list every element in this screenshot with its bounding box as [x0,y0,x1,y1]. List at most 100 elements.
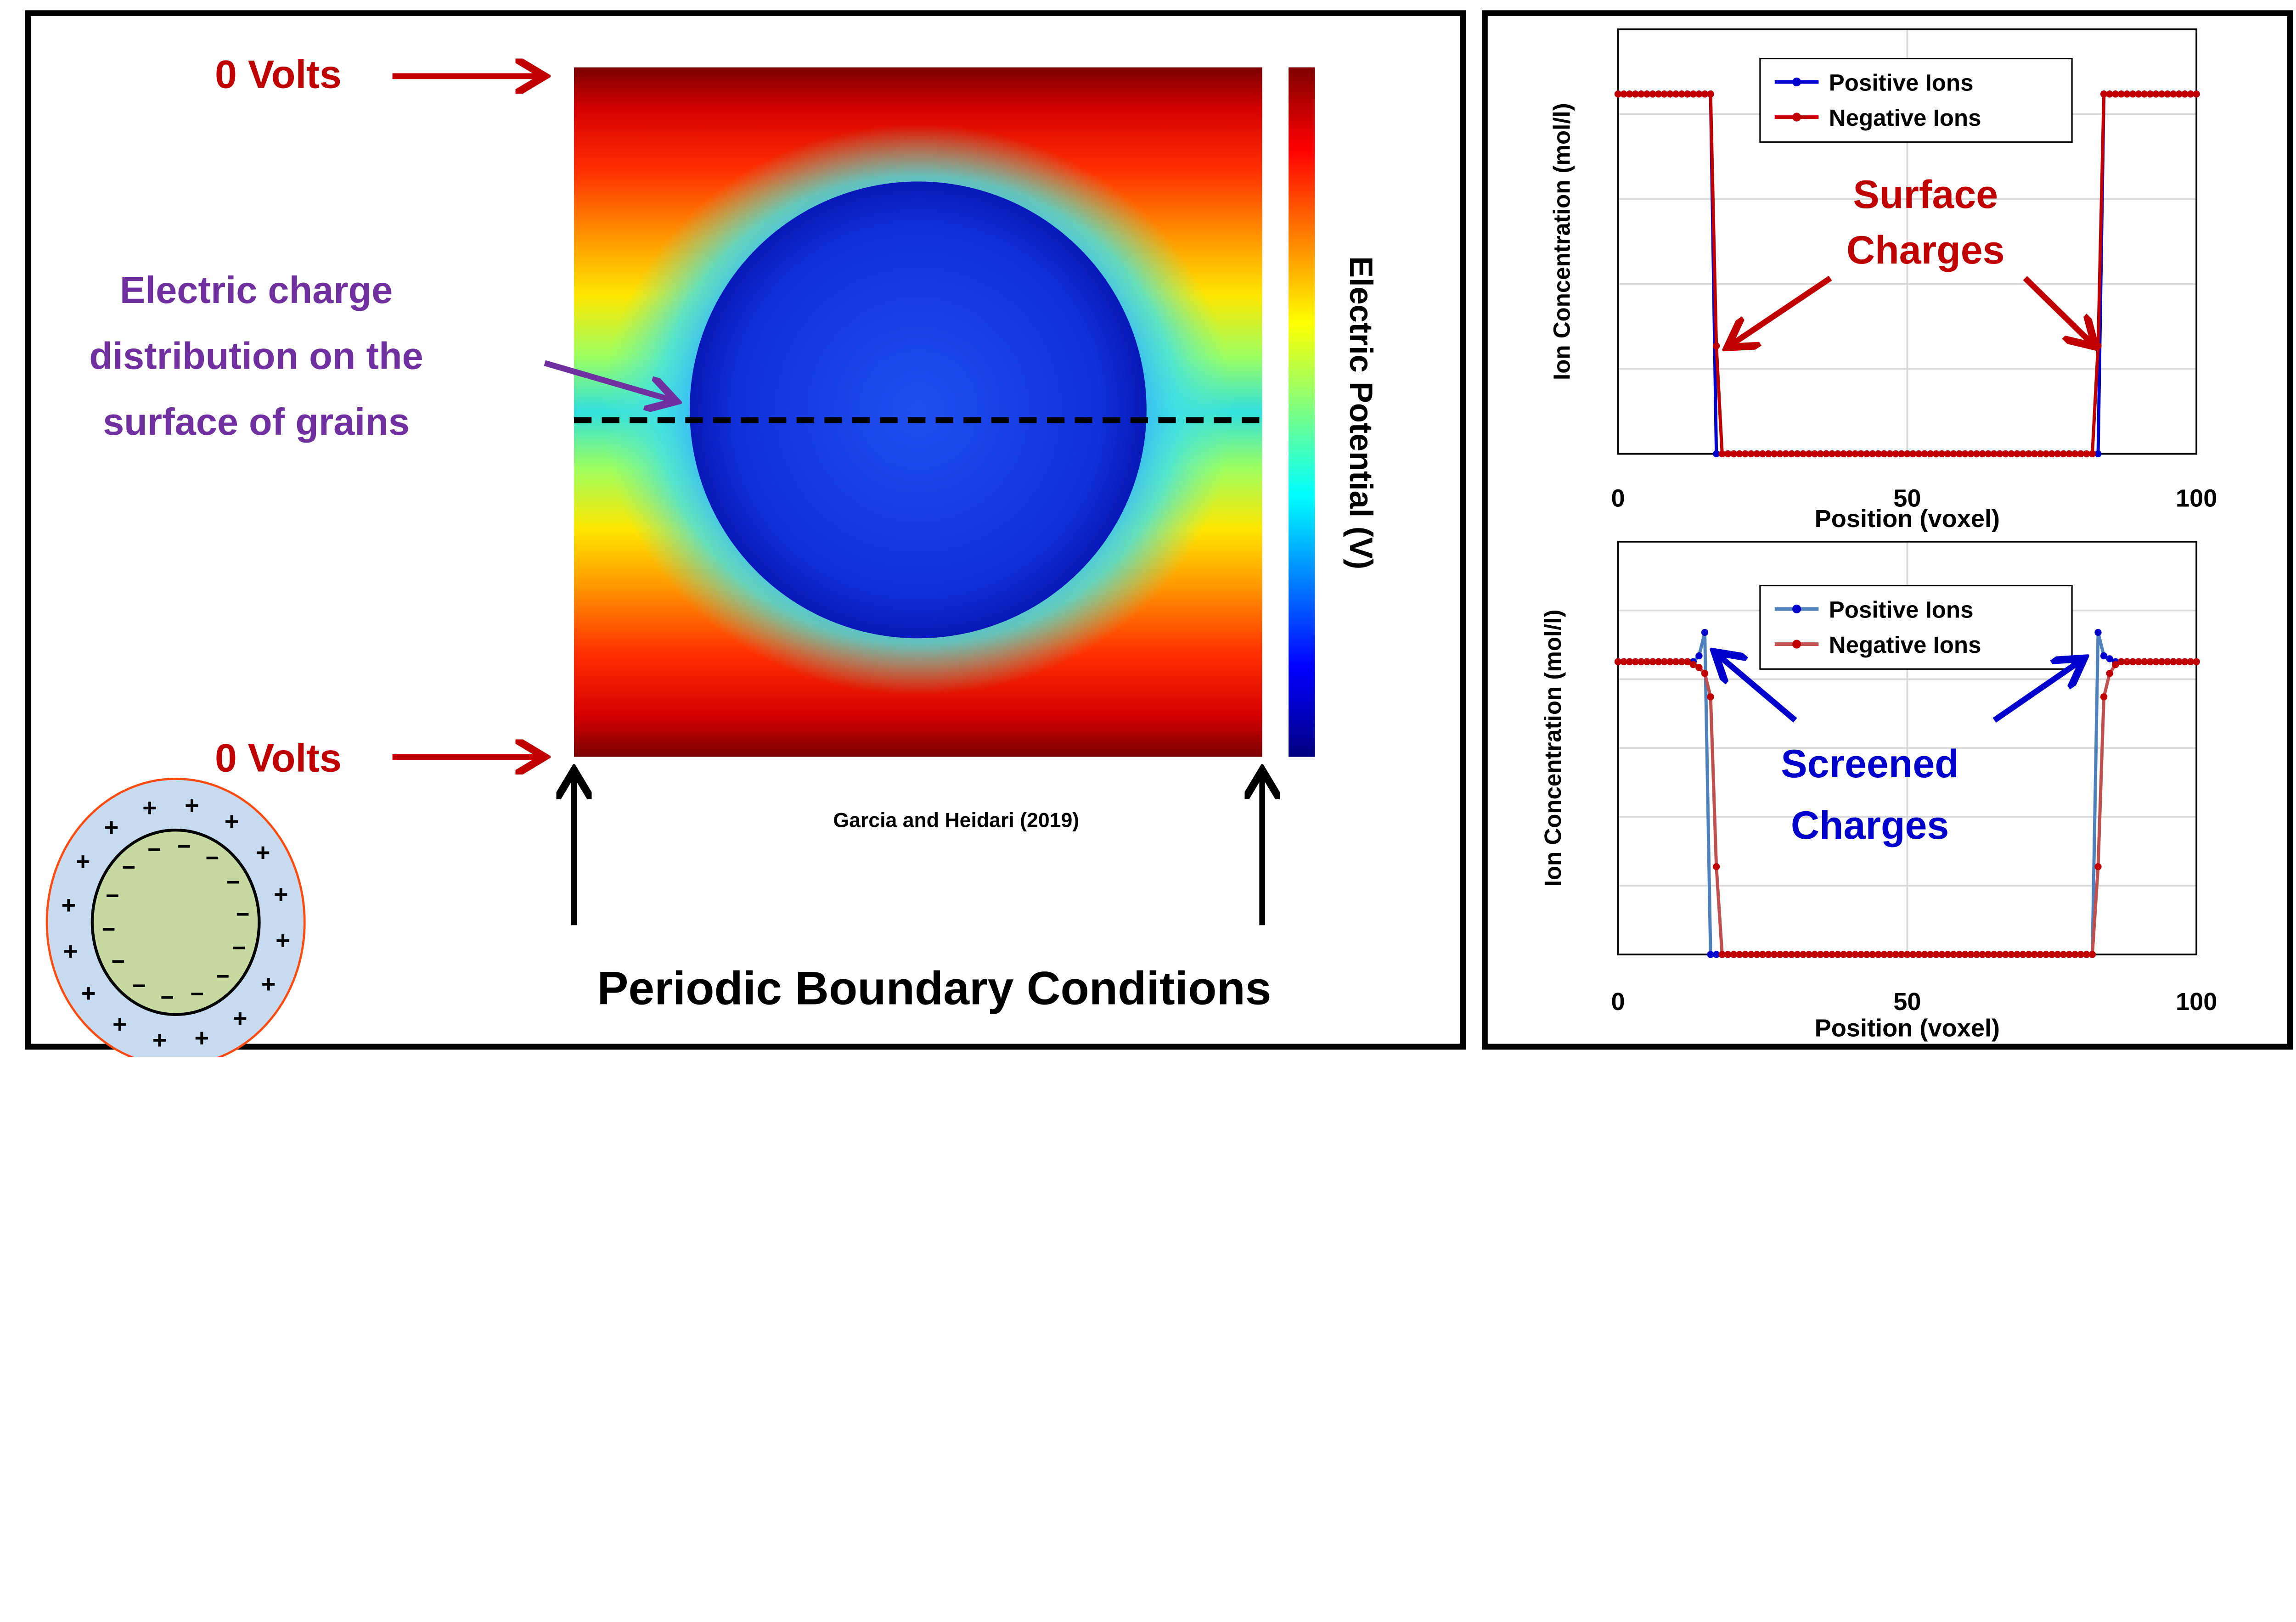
data-point [2043,450,2050,458]
minus-charge-icon: − [112,948,125,974]
minus-charge-icon: − [190,981,204,1007]
legend-label: Positive Ions [1829,597,1974,623]
data-point [2083,951,2090,958]
data-point [2031,450,2038,458]
data-point [2100,90,2108,98]
data-point [2112,90,2119,98]
data-point [1950,951,1957,958]
annotation-text: Charges [1791,803,1949,847]
data-point [1840,951,1847,958]
annotation-arrow [2023,276,2091,342]
data-point [1788,450,1795,458]
data-point [2088,951,2096,958]
plus-charge-icon: + [195,1024,209,1052]
data-point [2181,658,2189,665]
annotation-arrow [1719,656,1797,723]
data-point [1794,450,1801,458]
data-point [1967,450,1975,458]
data-point [2043,951,2050,958]
data-point [2094,863,2102,870]
data-point [1840,450,1847,458]
data-point [1672,90,1680,98]
data-point [2175,658,2183,665]
data-point [2117,658,2125,665]
data-point [1927,450,1934,458]
data-point [1701,629,1709,636]
data-point [2048,951,2055,958]
data-point [2106,670,2113,677]
data-point [2054,951,2061,958]
plus-charge-icon: + [256,839,270,866]
data-point [1799,951,1807,958]
data-point [2094,629,2102,636]
data-point [1915,450,1923,458]
data-point [1742,951,1749,958]
data-point [1828,951,1836,958]
data-point [1886,450,1894,458]
data-point [1649,90,1656,98]
legend-label: Negative Ions [1829,632,1981,658]
figure: Electric Potential (V) 0 Volts 0 Volts E… [25,10,2293,1057]
data-point [1979,450,1986,458]
data-point [1985,450,1992,458]
legend-box [1759,57,2073,143]
data-point [1718,951,1726,958]
data-point [1823,450,1830,458]
data-point [1973,450,1981,458]
data-point [1678,658,1685,665]
minus-charge-icon: − [205,845,219,871]
x-tick-label: 100 [2176,484,2217,512]
series-negative-ions [1614,658,2200,958]
data-point [1869,450,1876,458]
data-point [2100,652,2108,660]
data-point [1765,450,1772,458]
data-point [2170,90,2177,98]
data-point [1701,90,1709,98]
data-point [1909,450,1917,458]
data-point [2094,450,2102,458]
data-point [2106,655,2113,662]
data-point [1632,90,1639,98]
plus-charge-icon: + [225,808,239,835]
data-point [1967,951,1975,958]
data-point [1874,951,1882,958]
annotation-arrow [1732,275,1832,344]
data-point [1979,951,1986,958]
data-point [2112,661,2119,668]
legend-marker [1792,640,1801,649]
data-point [1938,450,1946,458]
minus-charge-icon: − [216,963,230,989]
data-point [1620,90,1627,98]
plus-charge-icon: + [152,1026,167,1054]
data-point [1614,658,1622,665]
charge-label-line: surface of grains [103,400,410,443]
x-tick-label: 50 [1893,484,1921,512]
plus-charge-icon: + [276,927,290,954]
data-point [1689,90,1697,98]
data-point [1961,951,1969,958]
data-point [1776,450,1784,458]
data-point [1765,951,1772,958]
data-point [1730,450,1738,458]
citation: Garcia and Heidari (2019) [833,809,1079,832]
data-point [1638,90,1645,98]
plus-charge-icon: + [274,881,288,908]
data-point [2008,951,2015,958]
data-point [1614,90,1622,98]
data-point [1846,450,1853,458]
plus-charge-icon: + [63,937,78,965]
minus-charge-icon: − [226,869,240,895]
data-point [2135,658,2142,665]
data-point [1823,951,1830,958]
data-point [1666,90,1674,98]
data-point [2054,450,2061,458]
bottom-voltage-label: 0 Volts [215,736,342,780]
right-panel-frame [1482,10,2293,1050]
plus-charge-icon: + [81,979,96,1007]
data-point [1707,693,1714,701]
data-point [1771,951,1778,958]
data-point [1857,450,1865,458]
data-point [2037,450,2044,458]
data-point [1985,951,1992,958]
plus-charge-icon: + [62,891,76,919]
